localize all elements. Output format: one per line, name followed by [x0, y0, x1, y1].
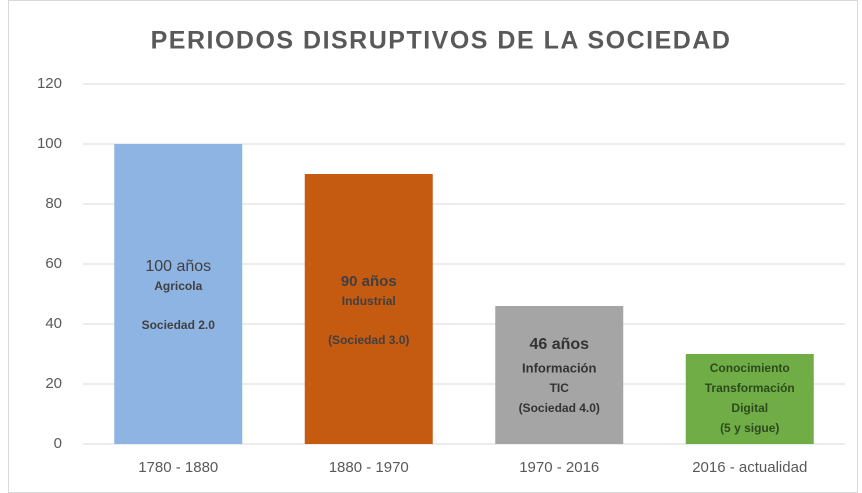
- bar-annotation: Digital: [731, 401, 768, 415]
- bar: [114, 144, 243, 444]
- bar-annotation: 90 años: [341, 273, 397, 290]
- chart-title: PERIODOS DISRUPTIVOS DE LA SOCIEDAD: [151, 27, 732, 55]
- y-tick-label: 0: [54, 435, 62, 452]
- bar-annotation: (Sociedad 4.0): [519, 401, 600, 415]
- y-tick-label: 100: [37, 135, 62, 152]
- y-tick-label: 20: [45, 375, 62, 392]
- y-tick-label: 60: [45, 255, 62, 272]
- bar-annotation: Industrial: [342, 294, 396, 308]
- bar: [304, 174, 433, 444]
- x-tick-label: 1780 - 1880: [138, 459, 218, 476]
- bar-annotation: Sociedad 2.0: [142, 318, 216, 332]
- bar-annotation: Conocimiento: [710, 361, 790, 375]
- bar-annotation: Transformación: [705, 381, 795, 395]
- bar-annotation: (Sociedad 3.0): [328, 333, 409, 347]
- x-tick-label: 1880 - 1970: [329, 459, 409, 476]
- bar-annotation: Información: [522, 360, 596, 375]
- bar-annotation: Agricola: [154, 279, 202, 293]
- bar-annotation: 46 años: [529, 336, 589, 353]
- x-tick-label: 2016 - actualidad: [692, 459, 807, 476]
- y-tick-label: 120: [37, 75, 62, 92]
- x-tick-label: 1970 - 2016: [519, 459, 599, 476]
- y-tick-label: 40: [45, 315, 62, 332]
- bar: [685, 354, 814, 444]
- y-tick-label: 80: [45, 195, 62, 212]
- bar-annotation: TIC: [550, 381, 570, 395]
- bar: [495, 306, 624, 444]
- bar-annotation: 100 años: [145, 258, 211, 275]
- bar-annotation: (5 y sigue): [720, 421, 779, 435]
